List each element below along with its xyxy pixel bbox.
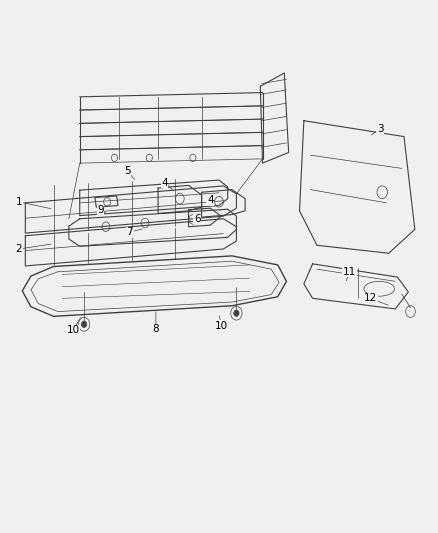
Text: 2: 2: [15, 244, 22, 254]
Text: 7: 7: [127, 227, 133, 237]
Text: 9: 9: [97, 205, 104, 215]
Text: 8: 8: [152, 324, 159, 334]
Circle shape: [234, 310, 239, 317]
Text: 5: 5: [124, 166, 131, 176]
Text: 3: 3: [377, 124, 383, 134]
Text: 4: 4: [207, 195, 214, 205]
Text: 11: 11: [343, 267, 356, 277]
Circle shape: [81, 321, 87, 327]
Text: 1: 1: [15, 197, 22, 207]
Text: 10: 10: [67, 325, 80, 335]
Text: 10: 10: [215, 321, 228, 331]
Text: 4: 4: [161, 177, 168, 188]
Text: 12: 12: [364, 293, 377, 303]
Text: 6: 6: [194, 214, 201, 224]
